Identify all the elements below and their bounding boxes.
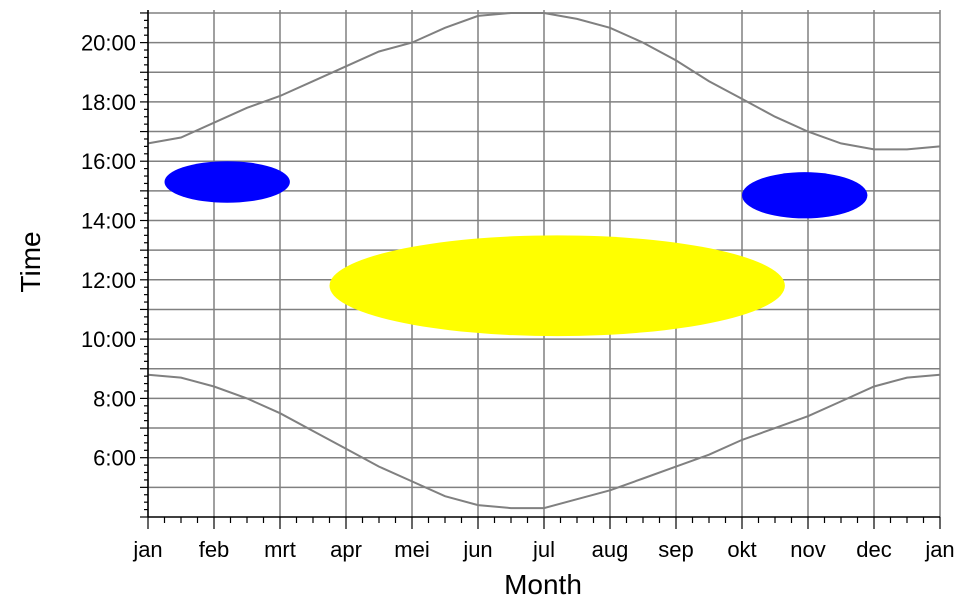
x-tick-label: nov (790, 537, 825, 562)
lines (147, 12, 941, 510)
x-tick-label: aug (592, 537, 629, 562)
x-tick-label: mrt (264, 537, 296, 562)
line-series-2 (147, 373, 941, 510)
x-tick-label: okt (727, 537, 756, 562)
y-tick-label: 20:00 (81, 31, 136, 56)
tick-labels: jan feb mrt apr mei jun jul aug sep okt nov dec jan 6… (81, 31, 955, 562)
y-tick-label: 14:00 (81, 209, 136, 234)
x-tick-label: jan (132, 537, 162, 562)
y-tick-label: 6:00 (93, 446, 136, 471)
x-tick-label: jul (532, 537, 555, 562)
x-tick-label: jun (462, 537, 492, 562)
y-tick-label: 16:00 (81, 149, 136, 174)
x-tick-label: jan (924, 537, 954, 562)
x-tick-label: sep (658, 537, 693, 562)
line-series-1 (147, 12, 941, 151)
x-tick-label: dec (856, 537, 891, 562)
y-tick-label: 10:00 (81, 327, 136, 352)
y-tick-label: 18:00 (81, 90, 136, 115)
area-mark-3 (329, 235, 785, 337)
marks (164, 161, 868, 337)
area-mark-1 (164, 161, 290, 203)
x-tick-label: feb (199, 537, 230, 562)
area-mark-2 (742, 172, 868, 219)
y-tick-label: 12:00 (81, 268, 136, 293)
y-tick-label: 8:00 (93, 386, 136, 411)
axes (140, 10, 941, 529)
x-tick-label: mei (394, 537, 429, 562)
x-axis-title: Month (504, 569, 582, 600)
y-axis-title: Time (15, 231, 46, 292)
x-tick-label: apr (330, 537, 362, 562)
grid (147, 10, 941, 517)
